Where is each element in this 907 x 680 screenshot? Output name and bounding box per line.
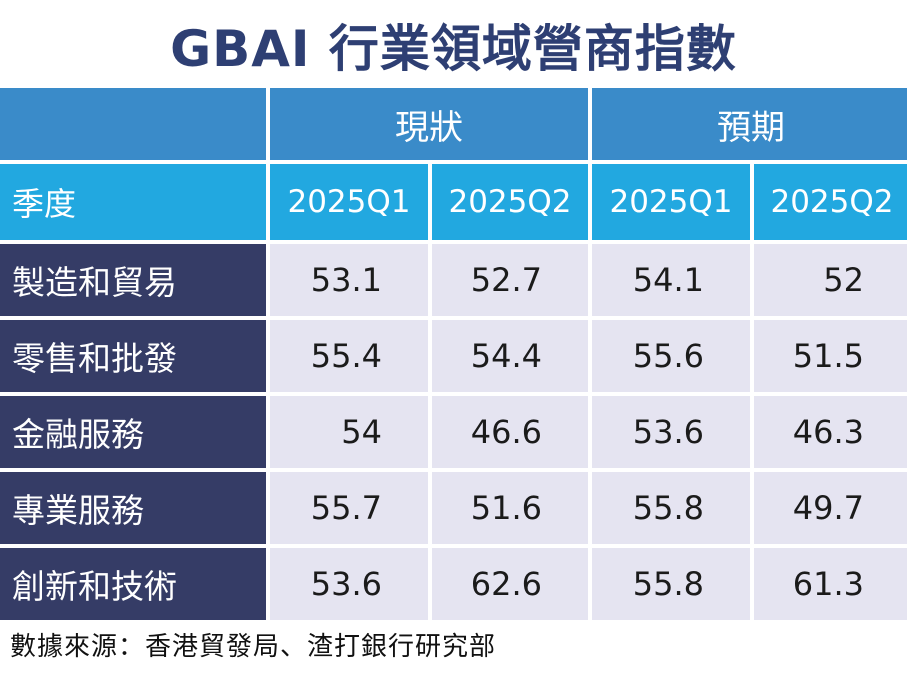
value-cell: 61.3 bbox=[750, 544, 907, 620]
row-label: 專業服務 bbox=[0, 468, 266, 544]
value-cell: 55.6 bbox=[588, 316, 750, 392]
row-label: 製造和貿易 bbox=[0, 240, 266, 316]
row-label: 創新和技術 bbox=[0, 544, 266, 620]
value-cell: 52 bbox=[750, 240, 907, 316]
index-table: 現狀 預期 季度 2025Q1 2025Q2 2025Q1 2025Q2 製造和… bbox=[0, 88, 907, 620]
group-header-expected: 預期 bbox=[588, 88, 907, 160]
row-label: 金融服務 bbox=[0, 392, 266, 468]
quarter-header-row: 季度 2025Q1 2025Q2 2025Q1 2025Q2 bbox=[0, 160, 907, 240]
page-title: GBAI 行業領域營商指數 bbox=[170, 20, 737, 78]
value-cell: 53.6 bbox=[588, 392, 750, 468]
value-cell: 46.6 bbox=[428, 392, 588, 468]
col-header: 2025Q1 bbox=[266, 160, 428, 240]
table-row: 創新和技術 53.6 62.6 55.8 61.3 bbox=[0, 544, 907, 620]
table-row: 金融服務 54 46.6 53.6 46.3 bbox=[0, 392, 907, 468]
table-row: 專業服務 55.7 51.6 55.8 49.7 bbox=[0, 468, 907, 544]
col-header: 2025Q1 bbox=[588, 160, 750, 240]
quarter-label: 季度 bbox=[0, 160, 266, 240]
table-row: 製造和貿易 53.1 52.7 54.1 52 bbox=[0, 240, 907, 316]
value-cell: 55.7 bbox=[266, 468, 428, 544]
col-header: 2025Q2 bbox=[428, 160, 588, 240]
value-cell: 51.6 bbox=[428, 468, 588, 544]
col-header: 2025Q2 bbox=[750, 160, 907, 240]
value-cell: 52.7 bbox=[428, 240, 588, 316]
row-label: 零售和批發 bbox=[0, 316, 266, 392]
group-header-current: 現狀 bbox=[266, 88, 588, 160]
value-cell: 46.3 bbox=[750, 392, 907, 468]
table-row: 零售和批發 55.4 54.4 55.6 51.5 bbox=[0, 316, 907, 392]
value-cell: 53.1 bbox=[266, 240, 428, 316]
value-cell: 49.7 bbox=[750, 468, 907, 544]
value-cell: 55.8 bbox=[588, 468, 750, 544]
value-cell: 54.4 bbox=[428, 316, 588, 392]
source-note: 數據來源：香港貿發局、渣打銀行研究部 bbox=[10, 632, 497, 662]
value-cell: 55.4 bbox=[266, 316, 428, 392]
value-cell: 62.6 bbox=[428, 544, 588, 620]
header-corner bbox=[0, 88, 266, 160]
value-cell: 51.5 bbox=[750, 316, 907, 392]
value-cell: 53.6 bbox=[266, 544, 428, 620]
value-cell: 55.8 bbox=[588, 544, 750, 620]
value-cell: 54.1 bbox=[588, 240, 750, 316]
group-header-row: 現狀 預期 bbox=[0, 88, 907, 160]
value-cell: 54 bbox=[266, 392, 428, 468]
